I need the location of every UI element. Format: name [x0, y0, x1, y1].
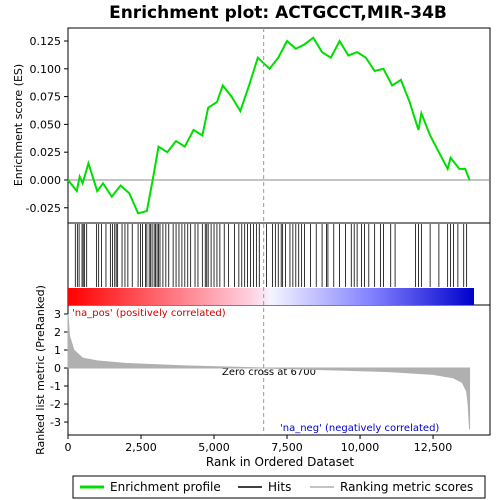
- y-tick-label: 0.000: [30, 174, 62, 187]
- frame: [67, 27, 491, 436]
- annotation: 'na_neg' (negatively correlated): [280, 423, 439, 434]
- y-label: Ranked list metric (PreRanked): [34, 285, 47, 455]
- y-tick-label: 2: [54, 326, 61, 339]
- legend-label: Hits: [268, 480, 291, 494]
- x-tick-label: 5,000: [198, 441, 230, 454]
- y-tick-label: 3: [54, 308, 61, 321]
- es-line: [67, 36, 471, 215]
- x-tick-label: 2,500: [125, 441, 157, 454]
- y-tick-label: -0.025: [26, 202, 61, 215]
- legend: [72, 475, 486, 499]
- annotation: 'na_pos' (positively correlated): [72, 308, 226, 319]
- y-tick-label: 1: [54, 344, 61, 357]
- y-tick-label: -3: [50, 416, 61, 429]
- title: Enrichment plot: ACTGCCT,MIR-34B: [109, 3, 447, 23]
- y-tick-label: -2: [50, 398, 61, 411]
- x-tick-label: 0: [65, 441, 72, 454]
- y-label: Enrichment score (ES): [12, 64, 25, 186]
- annotation: Zero cross at 6700: [222, 367, 316, 378]
- rank-colorbar: [68, 288, 474, 305]
- x-label: Rank in Ordered Dataset: [206, 455, 354, 469]
- x-tick-label: 10,000: [341, 441, 380, 454]
- legend-label: Ranking metric scores: [340, 480, 473, 494]
- y-tick-label: 0.125: [30, 35, 62, 48]
- y-tick-label: -1: [50, 380, 61, 393]
- metric-area: [67, 313, 471, 430]
- x-tick-label: 7,500: [271, 441, 303, 454]
- y-tick-label: 0.050: [30, 118, 62, 131]
- y-tick-label: 0: [54, 362, 61, 375]
- y-tick-label: 0.075: [30, 91, 62, 104]
- y-tick-label: 0.100: [30, 63, 62, 76]
- legend-label: Enrichment profile: [110, 480, 221, 494]
- y-tick-label: 0.025: [30, 146, 62, 159]
- x-tick-label: 12,500: [414, 441, 453, 454]
